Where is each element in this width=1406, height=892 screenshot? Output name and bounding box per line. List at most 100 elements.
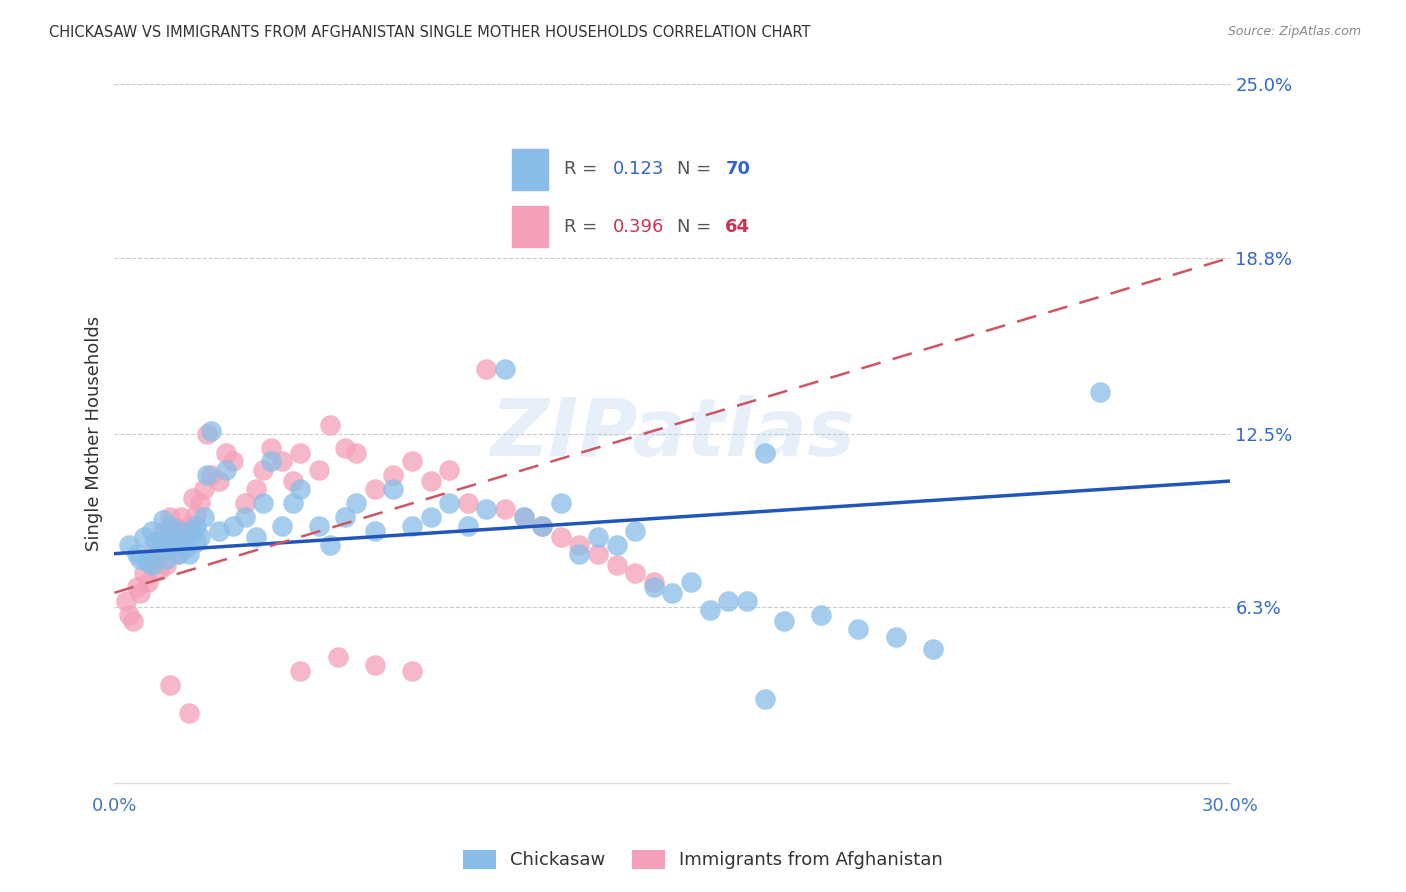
Point — [494, 502, 516, 516]
Point — [281, 474, 304, 488]
Point — [457, 518, 479, 533]
Point — [122, 614, 145, 628]
Point — [200, 424, 222, 438]
Point — [159, 530, 181, 544]
Point — [401, 664, 423, 678]
Point — [624, 524, 647, 539]
Point — [281, 496, 304, 510]
Point — [754, 692, 776, 706]
Point — [197, 468, 219, 483]
Point — [188, 530, 211, 544]
Point — [193, 510, 215, 524]
Point — [233, 496, 256, 510]
Point — [921, 641, 943, 656]
Point — [810, 608, 832, 623]
Point — [207, 474, 229, 488]
Point — [550, 530, 572, 544]
Point — [233, 510, 256, 524]
Point — [136, 574, 159, 589]
Point — [290, 483, 312, 497]
Point — [439, 496, 461, 510]
Point — [207, 524, 229, 539]
Point — [333, 441, 356, 455]
Point — [174, 524, 197, 539]
Point — [319, 418, 342, 433]
Bar — [512, 206, 548, 247]
Point — [177, 518, 200, 533]
Point — [643, 574, 665, 589]
Point — [125, 547, 148, 561]
Point — [152, 524, 174, 539]
Point — [382, 468, 405, 483]
Text: 64: 64 — [725, 218, 751, 235]
Point — [475, 502, 498, 516]
Point — [344, 446, 367, 460]
Point — [143, 552, 166, 566]
Point — [193, 483, 215, 497]
Point — [419, 474, 441, 488]
Point — [141, 524, 163, 539]
Point — [568, 538, 591, 552]
Point — [159, 518, 181, 533]
Y-axis label: Single Mother Households: Single Mother Households — [86, 316, 103, 551]
Point — [475, 362, 498, 376]
Point — [148, 544, 170, 558]
Point — [159, 678, 181, 692]
Point — [344, 496, 367, 510]
Point — [136, 555, 159, 569]
Point — [531, 518, 554, 533]
Point — [586, 530, 609, 544]
Text: 70: 70 — [725, 161, 751, 178]
Point — [152, 538, 174, 552]
Point — [717, 594, 740, 608]
Point — [143, 535, 166, 549]
Point — [177, 547, 200, 561]
Point — [884, 631, 907, 645]
Point — [494, 362, 516, 376]
Point — [166, 547, 188, 561]
Point — [170, 535, 193, 549]
Point — [197, 426, 219, 441]
Point — [159, 510, 181, 524]
Text: 0.396: 0.396 — [613, 218, 664, 235]
Point — [170, 510, 193, 524]
Point — [159, 538, 181, 552]
Text: Source: ZipAtlas.com: Source: ZipAtlas.com — [1227, 25, 1361, 38]
Point — [290, 664, 312, 678]
Point — [129, 552, 152, 566]
Point — [252, 496, 274, 510]
Point — [260, 454, 283, 468]
Point — [308, 463, 330, 477]
Point — [148, 563, 170, 577]
Point — [245, 483, 267, 497]
Point — [364, 483, 387, 497]
Point — [215, 463, 238, 477]
Point — [364, 524, 387, 539]
Point — [129, 586, 152, 600]
Point — [252, 463, 274, 477]
Text: R =: R = — [564, 161, 603, 178]
Point — [155, 552, 177, 566]
Point — [333, 510, 356, 524]
Point — [141, 558, 163, 572]
Point — [308, 518, 330, 533]
Point — [118, 608, 141, 623]
Bar — [512, 149, 548, 190]
Point — [141, 558, 163, 572]
Point — [382, 483, 405, 497]
Legend: Chickasaw, Immigrants from Afghanistan: Chickasaw, Immigrants from Afghanistan — [454, 841, 952, 879]
Point — [125, 580, 148, 594]
Point — [186, 518, 208, 533]
Point — [550, 496, 572, 510]
Point — [134, 530, 156, 544]
Point — [512, 510, 534, 524]
Point — [245, 530, 267, 544]
Text: CHICKASAW VS IMMIGRANTS FROM AFGHANISTAN SINGLE MOTHER HOUSEHOLDS CORRELATION CH: CHICKASAW VS IMMIGRANTS FROM AFGHANISTAN… — [49, 25, 811, 40]
Point — [186, 508, 208, 522]
Point — [773, 614, 796, 628]
Point — [152, 513, 174, 527]
Point — [419, 510, 441, 524]
Point — [531, 518, 554, 533]
Point — [152, 533, 174, 547]
Text: N =: N = — [676, 161, 717, 178]
